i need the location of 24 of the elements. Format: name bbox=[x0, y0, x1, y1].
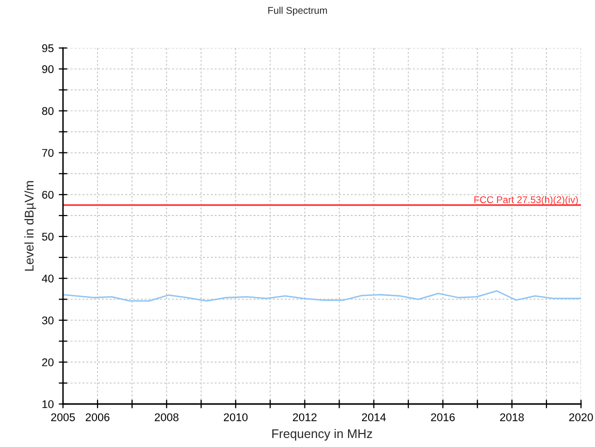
x-axis-title: Frequency in MHz bbox=[272, 428, 372, 441]
x-tick-label: 2018 bbox=[500, 413, 524, 422]
ref-line-label: FCC Part 27.53(h)(2)(iv) bbox=[474, 196, 578, 206]
y-tick-label: 95 bbox=[42, 44, 54, 52]
y-tick-label: 90 bbox=[42, 65, 54, 74]
y-tick-label: 30 bbox=[42, 316, 54, 324]
x-tick-label: 2012 bbox=[292, 413, 317, 422]
x-tick-label: 2008 bbox=[154, 413, 178, 422]
x-tick-label: 2014 bbox=[362, 413, 386, 422]
y-tick-label: 20 bbox=[42, 358, 54, 366]
y-tick-label: 80 bbox=[42, 107, 54, 115]
y-tick-label: 70 bbox=[42, 148, 54, 157]
y-axis-title: Level in dBµV/m bbox=[24, 181, 36, 271]
y-tick-label: 10 bbox=[42, 400, 54, 408]
y-tick-label: 40 bbox=[42, 274, 54, 282]
x-tick-label: 2006 bbox=[86, 413, 110, 422]
line-series bbox=[63, 290, 581, 302]
x-tick-label: 2020 bbox=[569, 413, 593, 422]
x-tick-label: 2010 bbox=[224, 413, 248, 422]
x-tick-label: 2016 bbox=[431, 413, 455, 422]
chart-title: Full Spectrum bbox=[268, 6, 327, 16]
x-tick-label: 2005 bbox=[51, 413, 75, 422]
y-tick-label: 50 bbox=[42, 232, 54, 241]
y-tick-label: 60 bbox=[42, 190, 54, 199]
